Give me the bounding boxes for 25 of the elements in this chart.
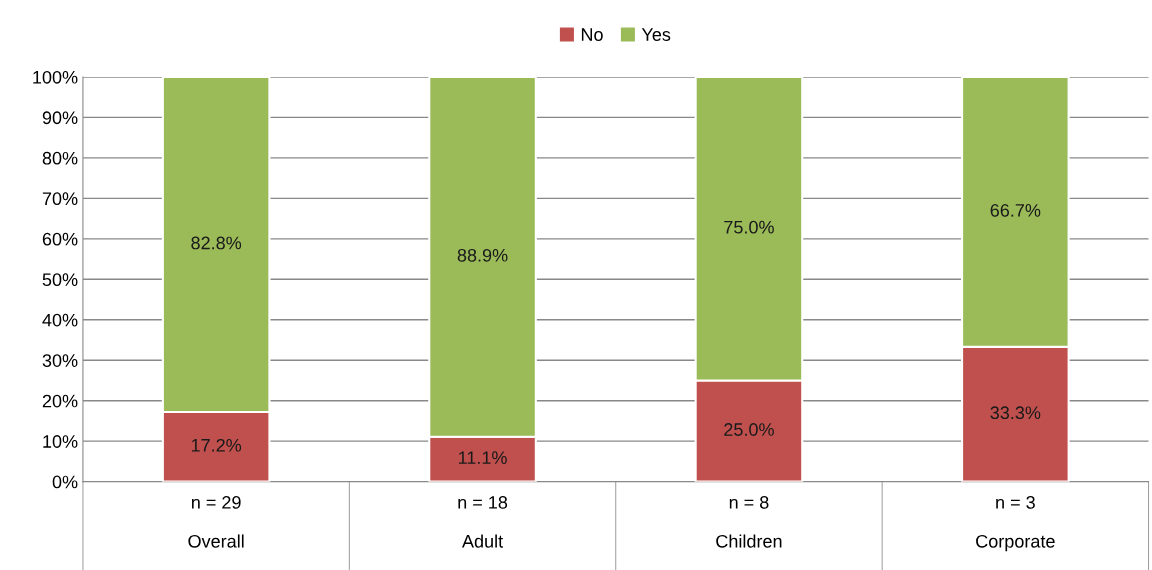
- y-tick-label: 100%: [33, 70, 78, 84]
- y-tick-label: 50%: [42, 273, 78, 287]
- y-tick-label: 30%: [42, 354, 78, 367]
- y-tick-label: 20%: [42, 394, 78, 408]
- category-label: n = 3 Corporate: [976, 496, 1055, 552]
- data-label: 11.1%: [458, 451, 507, 464]
- y-tick-label: 10%: [43, 435, 78, 448]
- category-label: n = 8 Children: [716, 496, 782, 548]
- data-label: 33.3%: [990, 406, 1041, 420]
- y-tick-label: 40%: [42, 313, 78, 327]
- data-label: 82.8%: [191, 236, 242, 250]
- data-label: 88.9%: [457, 248, 508, 262]
- category-label: n = 18 Adult: [458, 496, 508, 548]
- y-tick-label: 60%: [42, 232, 78, 246]
- y-tick-label: 0%: [52, 475, 78, 489]
- y-tick-label: 80%: [42, 151, 78, 165]
- data-label: 66.7%: [990, 203, 1041, 217]
- y-tick-label: 90%: [42, 111, 78, 125]
- data-label: 75.0%: [724, 220, 774, 234]
- data-label: 17.2%: [191, 438, 242, 452]
- y-tick-label: 70%: [42, 192, 78, 206]
- legend-label: No: [581, 28, 603, 41]
- category-label: n = 29 Overall: [188, 496, 244, 548]
- legend-label: Yes: [641, 28, 671, 41]
- data-label: 25.0%: [724, 423, 774, 436]
